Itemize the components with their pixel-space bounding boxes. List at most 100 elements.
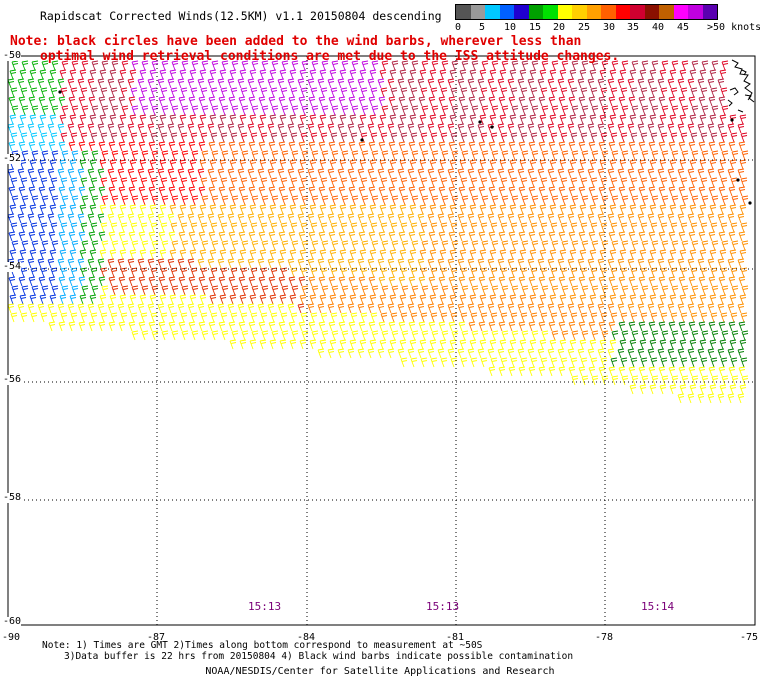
wind-barb [568, 366, 576, 377]
wind-barb [449, 249, 457, 260]
wind-barb [117, 168, 125, 179]
wind-barb [221, 285, 229, 296]
wind-barb [301, 105, 309, 116]
wind-barb [311, 330, 319, 341]
wind-barb [521, 60, 529, 71]
wind-barb [509, 159, 517, 170]
wind-barb [708, 186, 716, 197]
wind-barb [619, 249, 627, 260]
wind-barb [158, 96, 166, 107]
wind-barb [197, 123, 205, 134]
wind-barb [27, 168, 35, 179]
wind-barb [729, 294, 737, 305]
wind-barb [671, 105, 679, 116]
wind-barb [340, 87, 348, 98]
wind-barb [498, 321, 506, 332]
wind-barb [508, 231, 516, 242]
wind-barb [587, 168, 595, 179]
wind-barb [211, 105, 219, 116]
wind-barb [591, 150, 599, 161]
wind-barb [368, 186, 376, 197]
wind-barb [390, 222, 398, 233]
wind-barb [671, 195, 679, 206]
wind-barb [339, 294, 347, 305]
wind-barb [590, 87, 598, 98]
wind-barb [120, 177, 128, 188]
pass-time-3: 15:14 [641, 600, 675, 613]
wind-barb [678, 186, 686, 197]
wind-barb [471, 285, 479, 296]
wind-barb [437, 258, 445, 269]
wind-barb [711, 195, 719, 206]
wind-barb [181, 195, 189, 206]
wind-barb [537, 348, 545, 359]
wind-barb [677, 213, 685, 224]
wind-barb [10, 177, 18, 188]
wind-barb [171, 240, 179, 251]
wind-barb [79, 159, 87, 170]
wind-barb [159, 204, 167, 215]
wind-barb [641, 60, 649, 71]
wind-barb [111, 285, 119, 296]
wind-barb [29, 204, 37, 215]
wind-barb [640, 222, 648, 233]
wind-barb [729, 384, 737, 395]
wind-barb [290, 222, 298, 233]
wind-barb [147, 258, 155, 269]
wind-barb [290, 132, 298, 143]
wind-barb [337, 303, 345, 314]
wind-barb [537, 258, 545, 269]
wind-barb [228, 276, 236, 287]
wind-barb [578, 186, 586, 197]
wind-barb [41, 105, 49, 116]
wind-barb [28, 276, 36, 287]
wind-barb [347, 348, 355, 359]
wind-barb [429, 339, 437, 350]
wind-barb [710, 357, 718, 368]
wind-barb [118, 186, 126, 197]
wind-barb [717, 348, 725, 359]
wind-barb [488, 321, 496, 332]
wind-barb [589, 249, 597, 260]
wind-barb [410, 222, 418, 233]
lon-label-90: -90 [2, 632, 21, 643]
wind-barb [447, 168, 455, 179]
wind-barb [351, 150, 359, 161]
wind-barb [517, 78, 525, 89]
wind-barb [537, 168, 545, 179]
wind-barb [409, 204, 417, 215]
wind-barb [318, 186, 326, 197]
wind-barb [387, 123, 395, 134]
wind-barb [707, 168, 715, 179]
wind-barb [271, 150, 279, 161]
wind-barb [629, 69, 637, 80]
wind-barb [170, 177, 178, 188]
wind-barb [488, 366, 496, 377]
wind-barb [400, 222, 408, 233]
wind-barb [320, 177, 328, 188]
wind-barb [500, 357, 508, 368]
wind-barb [169, 159, 177, 170]
wind-barb [507, 213, 515, 224]
wind-barb [358, 231, 366, 242]
wind-barb [289, 294, 297, 305]
wind-barb [549, 69, 557, 80]
wind-barb [581, 105, 589, 116]
wind-barb [50, 87, 58, 98]
wind-barb [220, 222, 228, 233]
wind-barb [68, 96, 76, 107]
wind-barb [50, 312, 58, 323]
wind-barb [727, 213, 735, 224]
wind-barb [41, 240, 49, 251]
wind-barb [361, 60, 369, 71]
wind-barb [21, 195, 29, 206]
wind-barb [177, 258, 185, 269]
wind-barb [398, 321, 406, 332]
wind-barb [457, 303, 465, 314]
wind-barb [157, 78, 165, 89]
wind-barb [678, 321, 686, 332]
wind-barb [271, 60, 279, 71]
wind-barb [497, 348, 505, 359]
wind-barb [679, 339, 687, 350]
wind-barb [177, 303, 185, 314]
